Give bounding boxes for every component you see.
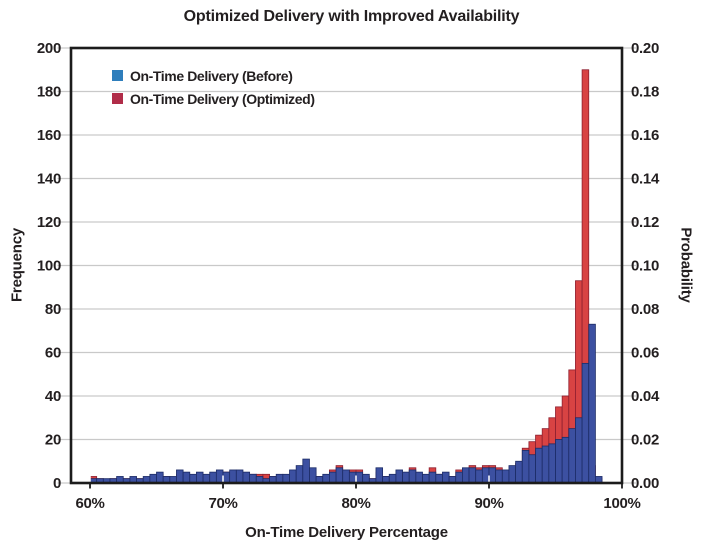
svg-text:0.10: 0.10 <box>631 258 659 275</box>
svg-text:90%: 90% <box>474 495 503 512</box>
legend-item-before: On-Time Delivery (Before) <box>112 64 315 87</box>
y-tick-labels-right: 0.00 0.02 0.04 0.06 0.08 0.10 0.12 0.14 0.16 0.18… <box>631 40 660 492</box>
svg-text:0.16: 0.16 <box>631 127 659 144</box>
svg-text:0.08: 0.08 <box>631 301 659 318</box>
svg-text:20: 20 <box>45 432 61 449</box>
legend-swatch-optimized <box>112 93 123 104</box>
svg-text:60%: 60% <box>75 495 104 512</box>
svg-text:100: 100 <box>37 258 61 275</box>
plot-border <box>69 46 624 485</box>
legend-swatch-before <box>112 70 123 81</box>
svg-text:60: 60 <box>45 345 61 362</box>
y-axis-label-right: Probability <box>677 227 695 303</box>
y-tick-labels-left: 0 20 40 60 80 100 120 140 160 180 200 <box>37 40 61 492</box>
svg-text:0: 0 <box>53 475 61 492</box>
svg-text:0.14: 0.14 <box>631 171 660 188</box>
svg-text:100%: 100% <box>603 495 640 512</box>
svg-text:140: 140 <box>37 171 61 188</box>
svg-text:40: 40 <box>45 388 61 405</box>
svg-text:0.12: 0.12 <box>631 214 659 231</box>
svg-text:70%: 70% <box>208 495 237 512</box>
bars-optimized <box>89 69 603 484</box>
chart-title: Optimized Delivery with Improved Availab… <box>183 8 520 25</box>
svg-text:160: 160 <box>37 127 61 144</box>
svg-text:120: 120 <box>37 214 61 231</box>
svg-text:0.02: 0.02 <box>631 432 659 449</box>
bars-before <box>89 323 603 484</box>
svg-text:80: 80 <box>45 301 61 318</box>
svg-text:80%: 80% <box>341 495 370 512</box>
legend-label-before: On-Time Delivery (Before) <box>130 67 293 84</box>
y-axis-label-left: Frequency <box>8 227 26 303</box>
legend-label-optimized: On-Time Delivery (Optimized) <box>130 90 315 107</box>
svg-text:0.18: 0.18 <box>631 84 659 101</box>
x-tick-labels: 60% 70% 80% 90% 100% <box>75 495 640 512</box>
svg-text:0.20: 0.20 <box>631 40 659 57</box>
svg-text:0.00: 0.00 <box>631 475 659 492</box>
svg-text:200: 200 <box>37 40 61 57</box>
svg-text:0.04: 0.04 <box>631 388 660 405</box>
legend: On-Time Delivery (Before) On-Time Delive… <box>112 64 315 110</box>
x-axis-label: On-Time Delivery Percentage <box>245 524 448 541</box>
svg-text:180: 180 <box>37 84 61 101</box>
svg-text:0.06: 0.06 <box>631 345 659 362</box>
legend-item-optimized: On-Time Delivery (Optimized) <box>112 87 315 110</box>
